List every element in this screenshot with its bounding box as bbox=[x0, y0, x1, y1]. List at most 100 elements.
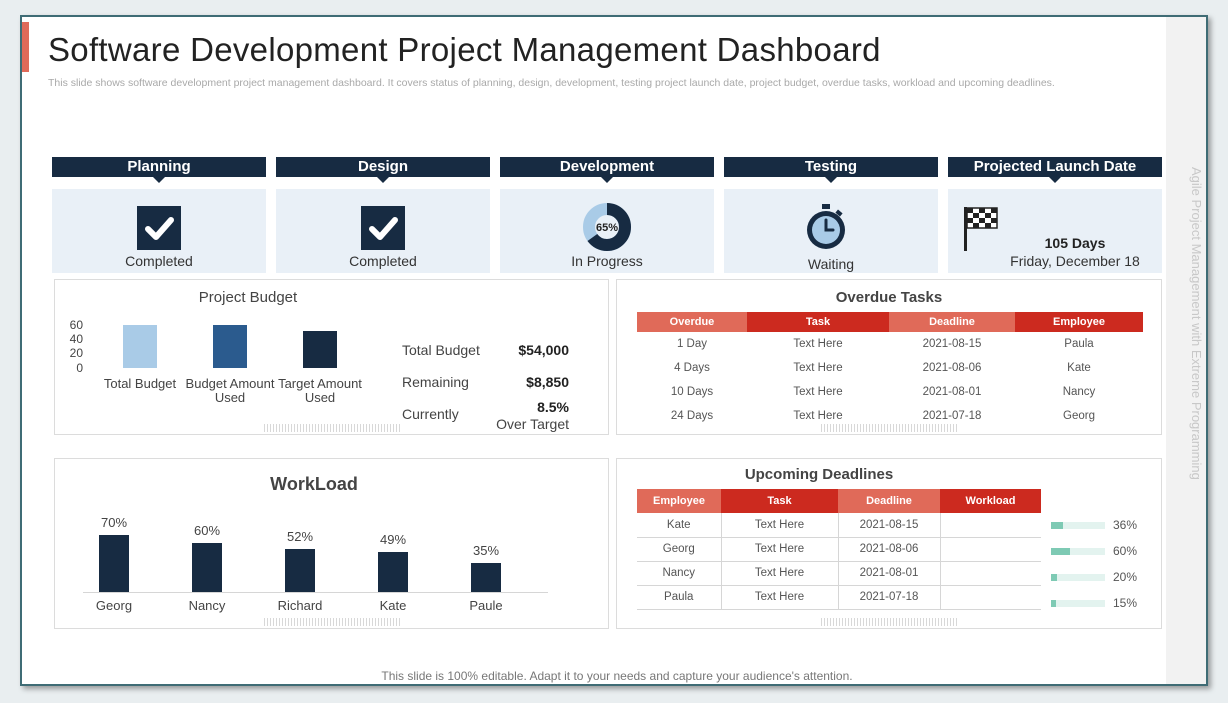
deadline-cell: 2021-08-15 bbox=[922, 338, 982, 350]
overdue-cell: 4 Days bbox=[674, 362, 710, 374]
workload-progress-fill bbox=[1051, 522, 1063, 529]
panel-hatch-decoration bbox=[821, 618, 957, 626]
workload-axis bbox=[83, 592, 548, 593]
overdue-tasks-title: Overdue Tasks bbox=[835, 289, 943, 306]
donut-percent: 65% bbox=[596, 222, 618, 234]
workload-progress-fill bbox=[1051, 600, 1056, 607]
workload-progress-fill bbox=[1051, 574, 1058, 581]
table-row: 1 Day Text Here 2021-08-15 Paula bbox=[637, 332, 1143, 356]
table-row: Nancy Text Here 2021-08-01 bbox=[637, 561, 1041, 586]
budget-ytick: 0 bbox=[76, 361, 83, 375]
launch-days: 105 Days bbox=[1044, 235, 1106, 251]
employee-cell: Kate bbox=[1067, 362, 1091, 374]
page-subtitle: This slide shows software development pr… bbox=[48, 77, 1055, 89]
testing-header: Testing bbox=[724, 157, 938, 183]
workload-category-label: Paule bbox=[469, 598, 503, 613]
workload-category-label: Richard bbox=[277, 598, 323, 613]
employee-cell: Georg bbox=[1063, 410, 1095, 422]
workload-percent: 20% bbox=[1113, 570, 1138, 584]
side-strip: Agile Project Management with Extreme Pr… bbox=[1166, 17, 1206, 684]
panel-hatch-decoration bbox=[263, 424, 400, 432]
footer-note: This slide is 100% editable. Adapt it to… bbox=[381, 669, 853, 683]
task-cell: Text Here bbox=[721, 537, 839, 562]
testing-card: Waiting bbox=[724, 189, 938, 273]
panel-hatch-decoration bbox=[821, 424, 957, 432]
launch-date: Friday, December 18 bbox=[1010, 253, 1140, 269]
workload-value-label: 52% bbox=[286, 529, 314, 545]
development-card: 65% In Progress bbox=[500, 189, 714, 273]
employee-cell: Georg bbox=[637, 537, 722, 562]
budget-ytick: 60 bbox=[69, 318, 83, 332]
remaining-label: Remaining bbox=[402, 374, 469, 390]
design-header: Design bbox=[276, 157, 490, 183]
total-budget-value: $54,000 bbox=[518, 342, 569, 358]
workload-cell bbox=[940, 513, 1041, 538]
deadline-cell: 2021-08-01 bbox=[922, 386, 982, 398]
workload-progress-track bbox=[1051, 600, 1105, 607]
upcoming-deadlines-panel: Upcoming Deadlines Employee Task Deadlin… bbox=[616, 458, 1162, 629]
workload-cell bbox=[940, 561, 1041, 586]
slide-frame: Agile Project Management with Extreme Pr… bbox=[20, 15, 1208, 686]
page-title: Software Development Project Management … bbox=[48, 31, 881, 68]
overdue-cell: 10 Days bbox=[670, 386, 714, 398]
task-cell: Text Here bbox=[721, 585, 839, 610]
col-header-deadline: Deadline bbox=[838, 489, 940, 513]
remaining-value: $8,850 bbox=[526, 374, 569, 390]
overdue-cell: 1 Day bbox=[676, 338, 708, 350]
workload-percent: 15% bbox=[1113, 596, 1138, 610]
development-header: Development bbox=[500, 157, 714, 183]
planning-card: Completed bbox=[52, 189, 266, 273]
col-header-employee: Employee bbox=[637, 489, 721, 513]
employee-cell: Kate bbox=[637, 513, 722, 538]
budget-ytick: 40 bbox=[69, 332, 83, 346]
panel-hatch-decoration bbox=[263, 618, 400, 626]
workload-progress-fill bbox=[1051, 548, 1071, 555]
budget-bar bbox=[123, 324, 157, 368]
overdue-tasks-table: Overdue Task Deadline Employee 1 Day Tex… bbox=[637, 312, 1143, 428]
workload-category-label: Nancy bbox=[188, 598, 226, 613]
deadline-cell: 2021-08-06 bbox=[922, 362, 982, 374]
workload-value-label: 60% bbox=[193, 522, 221, 538]
workload-percent: 36% bbox=[1113, 518, 1138, 532]
workload-bar bbox=[99, 534, 129, 592]
workload-title: WorkLoad bbox=[270, 474, 358, 494]
workload-category-label: Kate bbox=[379, 598, 407, 613]
overdue-tasks-panel: Overdue Tasks Overdue Task Deadline Empl… bbox=[616, 279, 1162, 435]
col-header-employee: Employee bbox=[1015, 312, 1143, 332]
budget-bar-label: Total Budget bbox=[103, 376, 177, 391]
currently-value: 8.5% bbox=[537, 399, 569, 415]
workload-progress-track bbox=[1051, 522, 1105, 529]
workload-value-label: 70% bbox=[100, 514, 128, 530]
workload-panel: WorkLoad 70% Georg 60% Nancy 52% Richard 49% Ka… bbox=[54, 458, 609, 629]
upcoming-deadlines-title: Upcoming Deadlines bbox=[744, 466, 894, 483]
workload-value-label: 35% bbox=[472, 543, 500, 559]
table-row: 4 Days Text Here 2021-08-06 Kate bbox=[637, 356, 1143, 380]
col-header-task: Task bbox=[721, 489, 838, 513]
table-row: Georg Text Here 2021-08-06 bbox=[637, 537, 1041, 562]
workload-bar bbox=[192, 542, 222, 592]
col-header-overdue: Overdue bbox=[637, 312, 747, 332]
design-status: Completed bbox=[349, 253, 417, 269]
col-header-deadline: Deadline bbox=[889, 312, 1015, 332]
overdue-cell: 24 Days bbox=[670, 410, 714, 422]
table-row: Kate Text Here 2021-08-15 bbox=[637, 513, 1041, 538]
table-row: 24 Days Text Here 2021-07-18 Georg bbox=[637, 404, 1143, 428]
workload-category-label: Georg bbox=[95, 598, 133, 613]
workload-cell bbox=[940, 537, 1041, 562]
employee-cell: Nancy bbox=[637, 561, 722, 586]
task-cell: Text Here bbox=[721, 561, 839, 586]
budget-bar bbox=[213, 324, 247, 368]
design-card: Completed bbox=[276, 189, 490, 273]
workload-percent: 60% bbox=[1113, 544, 1138, 558]
total-budget-label: Total Budget bbox=[402, 342, 480, 358]
deadline-cell: 2021-08-06 bbox=[838, 537, 941, 562]
table-row: Paula Text Here 2021-07-18 bbox=[637, 585, 1041, 610]
launch-header: Projected Launch Date bbox=[948, 157, 1162, 183]
task-cell: Text Here bbox=[793, 362, 843, 374]
launch-card: 105 Days Friday, December 18 bbox=[948, 189, 1162, 273]
employee-cell: Nancy bbox=[1062, 386, 1096, 398]
check-icon bbox=[361, 206, 405, 250]
donut-icon: 65% bbox=[583, 203, 631, 251]
budget-bar-label: Budget Amount Used bbox=[185, 376, 275, 405]
workload-bar bbox=[471, 563, 501, 592]
